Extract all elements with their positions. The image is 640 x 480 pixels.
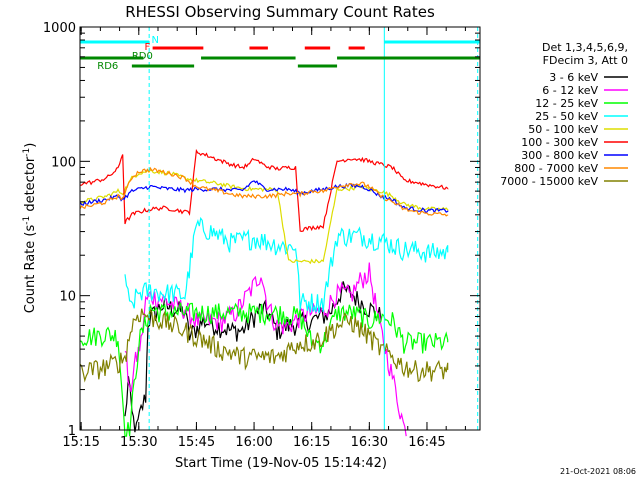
series-line-2 [79, 301, 449, 437]
flag-label-rd0: RD0 [132, 51, 153, 62]
legend-label-6: 300 - 800 keV [521, 149, 598, 162]
series-layer [79, 148, 449, 437]
flag-label-f: F [145, 42, 151, 53]
y-tick-label-1: 10 [59, 290, 76, 305]
y-axis-label-mid: detector [23, 156, 38, 216]
x-tick-label-2: 15:45 [178, 435, 215, 450]
x-tick-label-4: 16:15 [293, 435, 330, 450]
legend-header-1: Det 1,3,4,5,6,9, [542, 41, 628, 54]
legend-label-7: 800 - 7000 keV [514, 162, 598, 175]
y-axis-label-sup1: -1 [22, 216, 32, 225]
y-axis-label-end: ) [23, 143, 38, 148]
legend: Det 1,3,4,5,6,9, FDecim 3, Att 0 3 - 6 k… [500, 41, 628, 188]
legend-header-2: FDecim 3, Att 0 [543, 54, 628, 67]
axis-layer: 15:15 15:30 15:45 16:00 16:15 16:30 16:45 1 10 10… [43, 21, 480, 450]
y-tick-label-3: 1000 [43, 21, 76, 36]
series-line-5 [80, 148, 449, 233]
legend-label-2: 12 - 25 keV [535, 97, 598, 110]
plot-frame [79, 26, 481, 431]
legend-label-8: 7000 - 15000 keV [500, 175, 598, 188]
y-axis-label-main: Count Rate (s [23, 225, 38, 314]
series-line-0 [124, 281, 382, 433]
series-line-7 [79, 166, 449, 217]
series-line-1 [124, 262, 407, 437]
flag-label-n: N [151, 35, 158, 46]
legend-label-4: 50 - 100 keV [528, 123, 598, 136]
x-axis-label: Start Time (19-Nov-05 15:14:42) [175, 456, 387, 471]
series-line-8 [79, 307, 449, 383]
y-tick-label-2: 100 [51, 155, 76, 170]
x-tick-label-1: 15:30 [120, 435, 157, 450]
flag-label-rd6: RD6 [97, 61, 118, 72]
series-line-3 [124, 216, 449, 314]
legend-label-0: 3 - 6 keV [549, 71, 598, 84]
legend-label-3: 25 - 50 keV [535, 110, 598, 123]
x-tick-label-0: 15:15 [62, 435, 99, 450]
legend-label-5: 100 - 300 keV [521, 136, 598, 149]
chart-title: RHESSI Observing Summary Count Rates [125, 3, 435, 21]
legend-label-1: 6 - 12 keV [542, 84, 598, 97]
y-tick-label-0: 1 [68, 424, 76, 439]
footer-timestamp: 21-Oct-2021 08:06 [560, 467, 636, 476]
x-tick-label-5: 16:30 [351, 435, 388, 450]
y-axis-label-sup2: -1 [22, 148, 32, 157]
y-axis-label: Count Rate (s-1 detector-1) [22, 143, 38, 314]
x-tick-label-6: 16:45 [408, 435, 445, 450]
x-tick-label-3: 16:00 [235, 435, 272, 450]
